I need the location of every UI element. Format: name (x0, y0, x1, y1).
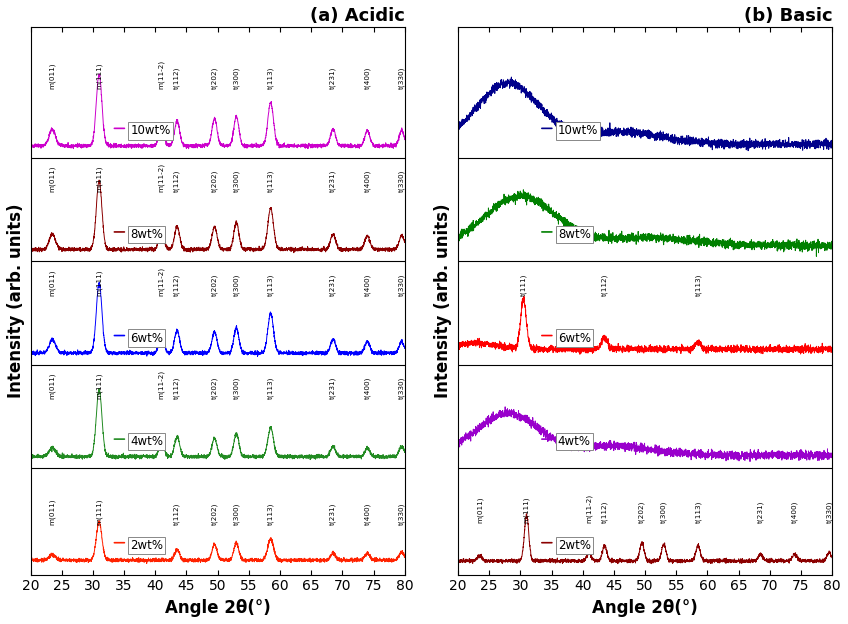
Text: 6wt%: 6wt% (131, 331, 164, 344)
Text: t(202): t(202) (211, 170, 218, 192)
Text: 10wt%: 10wt% (558, 124, 598, 137)
Text: m(011): m(011) (477, 496, 483, 523)
Text: t(330): t(330) (399, 503, 404, 525)
Text: t(231): t(231) (330, 377, 337, 399)
Text: 2wt%: 2wt% (131, 539, 164, 552)
Text: t(300): t(300) (233, 66, 240, 89)
Text: m(11-2): m(11-2) (159, 266, 165, 296)
Text: t(330): t(330) (399, 377, 404, 399)
Text: 4wt%: 4wt% (131, 435, 164, 448)
Text: t(400): t(400) (791, 500, 798, 523)
Text: t(113): t(113) (267, 377, 274, 399)
X-axis label: Angle 2θ(°): Angle 2θ(°) (592, 599, 698, 617)
Text: t(113): t(113) (695, 273, 701, 296)
Text: t(112): t(112) (601, 273, 608, 296)
Text: m(11-2): m(11-2) (159, 163, 165, 192)
Text: t(300): t(300) (661, 500, 667, 523)
Text: t(202): t(202) (639, 500, 645, 523)
Text: m(111): m(111) (96, 166, 103, 192)
Text: 6wt%: 6wt% (558, 331, 591, 344)
Text: t(113): t(113) (267, 170, 274, 192)
Text: m(111): m(111) (96, 270, 103, 296)
Text: m(011): m(011) (49, 499, 56, 525)
Text: t(300): t(300) (233, 503, 240, 525)
Text: t(113): t(113) (267, 503, 274, 525)
Text: 10wt%: 10wt% (131, 124, 170, 137)
Text: m(011): m(011) (49, 270, 56, 296)
X-axis label: Angle 2θ(°): Angle 2θ(°) (165, 599, 271, 617)
Text: t(113): t(113) (695, 500, 701, 523)
Text: t(113): t(113) (267, 273, 274, 296)
Y-axis label: Intensity (arb. units): Intensity (arb. units) (434, 203, 453, 398)
Text: m(111): m(111) (523, 496, 530, 523)
Text: t(400): t(400) (364, 503, 371, 525)
Text: t(202): t(202) (211, 66, 218, 89)
Text: t(112): t(112) (174, 66, 181, 89)
Text: t(231): t(231) (330, 66, 337, 89)
Text: (a) Acidic: (a) Acidic (310, 7, 404, 25)
Text: 2wt%: 2wt% (558, 539, 591, 552)
Text: m(111): m(111) (96, 373, 103, 399)
Text: t(400): t(400) (364, 273, 371, 296)
Text: m(11-2): m(11-2) (586, 494, 592, 523)
Text: t(231): t(231) (330, 170, 337, 192)
Text: t(300): t(300) (233, 273, 240, 296)
Text: t(330): t(330) (399, 66, 404, 89)
Text: t(202): t(202) (211, 273, 218, 296)
Text: m(11-2): m(11-2) (159, 59, 165, 89)
Text: t(112): t(112) (174, 377, 181, 399)
Text: t(111): t(111) (520, 273, 527, 296)
Text: t(400): t(400) (364, 377, 371, 399)
Text: 4wt%: 4wt% (558, 435, 591, 448)
Text: 8wt%: 8wt% (131, 228, 163, 241)
Text: m(011): m(011) (49, 166, 56, 192)
Text: t(300): t(300) (233, 170, 240, 192)
Text: m(111): m(111) (96, 499, 103, 525)
Text: t(400): t(400) (364, 170, 371, 192)
Text: t(112): t(112) (174, 503, 181, 525)
Text: t(112): t(112) (601, 500, 608, 523)
Text: t(300): t(300) (233, 377, 240, 399)
Text: t(202): t(202) (211, 503, 218, 525)
Text: t(330): t(330) (399, 170, 404, 192)
Text: t(400): t(400) (364, 66, 371, 89)
Text: t(231): t(231) (757, 500, 764, 523)
Text: t(330): t(330) (399, 273, 404, 296)
Y-axis label: Intensity (arb. units): Intensity (arb. units) (7, 203, 25, 398)
Text: m(011): m(011) (49, 373, 56, 399)
Text: (b) Basic: (b) Basic (744, 7, 832, 25)
Text: m(11-2): m(11-2) (159, 370, 165, 399)
Text: t(330): t(330) (826, 500, 833, 523)
Text: t(112): t(112) (174, 273, 181, 296)
Text: t(113): t(113) (267, 66, 274, 89)
Text: t(112): t(112) (174, 170, 181, 192)
Text: m(011): m(011) (49, 62, 56, 89)
Text: m(111): m(111) (96, 62, 103, 89)
Text: t(231): t(231) (330, 503, 337, 525)
Text: t(202): t(202) (211, 377, 218, 399)
Text: 8wt%: 8wt% (558, 228, 591, 241)
Text: t(231): t(231) (330, 273, 337, 296)
